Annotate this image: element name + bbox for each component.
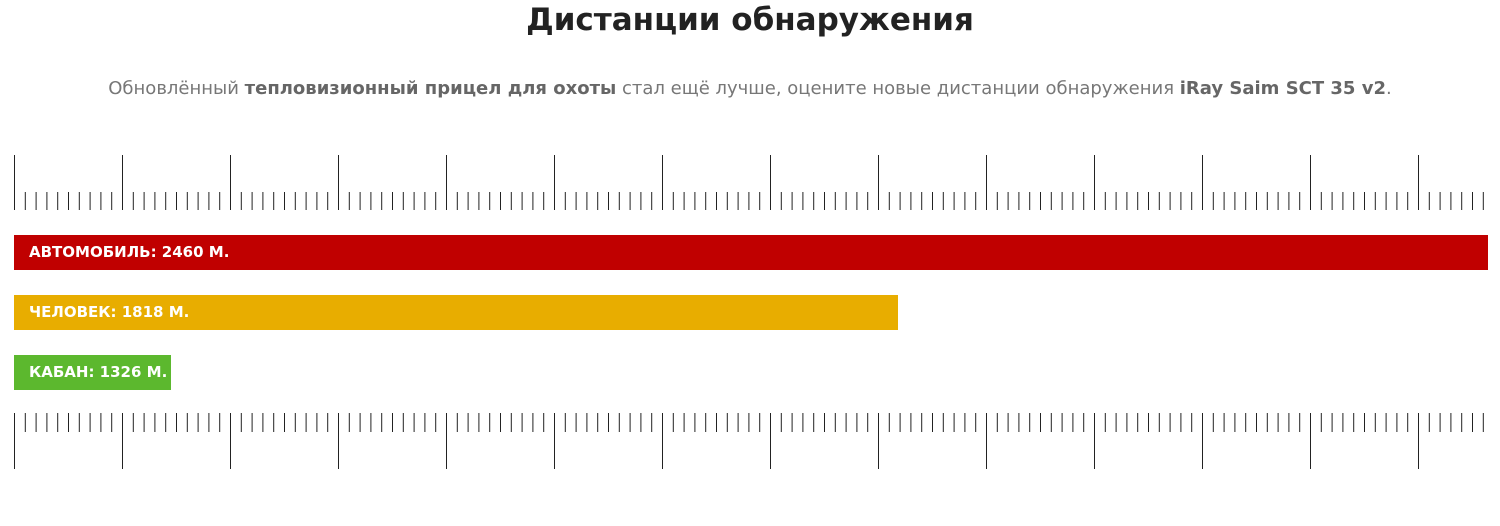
subtitle: Обновлённый тепловизионный прицел для ох… — [0, 78, 1500, 99]
subtitle-part: . — [1385, 78, 1392, 99]
subtitle-part: Обновлённый — [108, 78, 245, 99]
ruler-bottom — [14, 413, 1484, 469]
bar-boar: КАБАН: 1326 М. — [14, 355, 171, 390]
ruler-top — [14, 155, 1484, 210]
bar-car: АВТОМОБИЛЬ: 2460 М. — [14, 235, 1488, 270]
title: Дистанции обнаружения — [526, 2, 974, 38]
bar-human: ЧЕЛОВЕК: 1818 М. — [14, 295, 898, 330]
subtitle-part: iRay Saim SCT 35 v2 — [1179, 78, 1386, 99]
subtitle-part: тепловизионный прицел для охоты — [244, 78, 617, 99]
subtitle-part: стал ещё лучше, оцените новые дистанции … — [616, 78, 1180, 99]
